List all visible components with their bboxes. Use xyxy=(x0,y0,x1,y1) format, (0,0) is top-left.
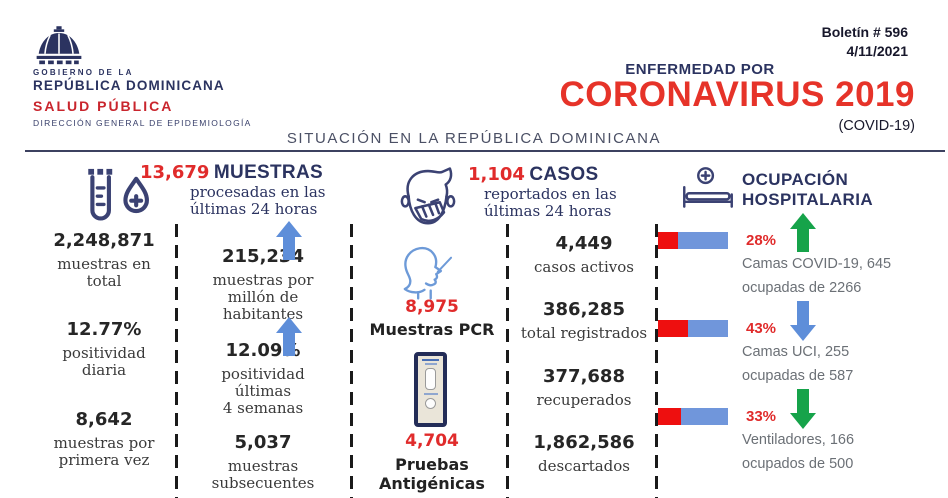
stat-label: positividad últimas 4 semanas xyxy=(221,365,305,417)
casos-24h-value: 1,104 xyxy=(468,164,525,185)
stat-label: muestras en total xyxy=(57,255,151,290)
sample-tube-icon xyxy=(88,168,149,221)
bulletin-number: Boletín # 596 xyxy=(821,24,908,40)
stat-total-registrados: 386,285 total registrados xyxy=(515,299,653,342)
occupancy-percent: 33% xyxy=(746,408,777,425)
stat-positividad-4-semanas: 12.09% positividad últimas 4 semanas xyxy=(187,340,339,417)
separator-2 xyxy=(350,224,353,498)
occupancy-row-camas-covid: 28% Camas COVID-19, 645 ocupadas de 2266 xyxy=(658,213,948,315)
government-line2: REPÚBLICA DOMINICANA xyxy=(33,78,225,93)
stat-value: 215,234 xyxy=(222,246,304,267)
muestras-24h-subtext: procesadas en las últimas 24 horas xyxy=(190,183,326,218)
occupancy-line2: ocupadas de 2266 xyxy=(742,280,862,296)
trend-up-arrow-icon xyxy=(276,221,302,261)
separator-4 xyxy=(655,224,658,498)
disease-subtitle: (COVID-19) xyxy=(838,118,915,134)
stat-label: muestras por millón de habitantes xyxy=(212,271,314,323)
stat-value: 8,642 xyxy=(75,409,133,430)
stat-muestras-primera-vez: 8,642 muestras por primera vez xyxy=(30,409,178,469)
occupancy-bar-used xyxy=(658,320,689,337)
occupancy-percent: 28% xyxy=(746,232,777,249)
occupancy-bar-used xyxy=(658,232,678,249)
stat-label: positividad diaria xyxy=(62,344,146,379)
occupancy-bar-used xyxy=(658,408,682,425)
antigen-test-icon xyxy=(414,352,447,427)
bulletin-date: 4/11/2021 xyxy=(846,43,908,59)
separator-1 xyxy=(175,224,178,498)
stat-label: descartados xyxy=(538,457,630,475)
stat-value: 377,688 xyxy=(543,366,625,387)
stat-value: 12.77% xyxy=(66,319,142,340)
occupancy-percent: 43% xyxy=(746,320,777,337)
stat-value: 4,449 xyxy=(555,233,613,254)
stat-label: total registrados xyxy=(520,324,648,342)
stat-value: 5,037 xyxy=(234,432,292,453)
antigen-label: Pruebas Antigénicas xyxy=(379,455,485,493)
stat-positividad-diaria: 12.77% positividad diaria xyxy=(30,319,178,379)
occupancy-bar xyxy=(658,232,728,249)
disease-pretitle: ENFERMEDAD POR xyxy=(625,61,775,78)
occupancy-line1: Camas UCI, 255 xyxy=(742,344,850,360)
stat-descartados: 1,862,586 descartados xyxy=(515,432,653,475)
ministry-name: SALUD PÚBLICA xyxy=(33,98,174,114)
trend-arrow-icon xyxy=(790,301,816,341)
occupancy-line2: ocupadas de 587 xyxy=(742,368,854,384)
occupancy-bar xyxy=(658,408,728,425)
stat-value: 2,248,871 xyxy=(53,230,155,251)
stat-value: 1,862,586 xyxy=(533,432,635,453)
pcr-value: 8,975 xyxy=(405,297,459,317)
stat-recuperados: 377,688 recuperados xyxy=(515,366,653,409)
hospital-bed-icon xyxy=(683,167,733,208)
stat-muestras-por-millon: 215,234 muestras por millón de habitante… xyxy=(187,246,339,323)
stat-value: 386,285 xyxy=(543,299,625,320)
section-title: SITUACIÓN EN LA REPÚBLICA DOMINICANA xyxy=(286,130,662,147)
hospital-section-title: OCUPACIÓN HOSPITALARIA xyxy=(742,170,874,209)
stat-label: muestras subsecuentes xyxy=(211,457,315,492)
trend-up-arrow-icon xyxy=(276,317,302,357)
stat-label: recuperados xyxy=(536,391,632,409)
stat-value: 12.09% xyxy=(225,340,301,361)
pcr-label: Muestras PCR xyxy=(369,320,495,339)
government-line1: GOBIERNO DE LA xyxy=(33,68,134,77)
stat-muestras-total: 2,248,871 muestras en total xyxy=(30,230,178,290)
stat-label: casos activos xyxy=(534,258,634,276)
trend-arrow-icon xyxy=(790,213,816,253)
masked-face-icon xyxy=(400,167,456,225)
occupancy-row-ventiladores: 33% Ventiladores, 166 ocupados de 500 xyxy=(658,389,948,491)
antigen-value: 4,704 xyxy=(405,431,459,451)
muestras-24h-value: 13,679 xyxy=(140,162,210,183)
department-name: DIRECCIÓN GENERAL DE EPIDEMIOLOGÍA xyxy=(33,118,252,128)
stat-muestras-subsecuentes: 5,037 muestras subsecuentes xyxy=(187,432,339,492)
bulletin-info: Boletín # 596 4/11/2021 xyxy=(822,23,908,61)
pcr-swab-icon xyxy=(403,247,453,300)
occupancy-line2: ocupados de 500 xyxy=(742,456,854,472)
stat-casos-activos: 4,449 casos activos xyxy=(515,233,653,276)
government-dome-icon xyxy=(36,26,82,65)
casos-24h-subtext: reportados en las últimas 24 horas xyxy=(484,185,617,220)
occupancy-line1: Camas COVID-19, 645 xyxy=(742,256,892,272)
occupancy-line1: Ventiladores, 166 xyxy=(742,432,855,448)
header-rule xyxy=(25,150,945,152)
trend-arrow-icon xyxy=(790,389,816,429)
casos-headline: 1,104 CASOS reportados en las últimas 24… xyxy=(468,165,658,220)
muestras-24h-label: MUESTRAS xyxy=(213,162,323,183)
separator-3 xyxy=(506,224,509,498)
disease-title: CORONAVIRUS 2019 xyxy=(559,75,915,114)
stat-label: muestras por primera vez xyxy=(53,434,155,469)
casos-24h-label: CASOS xyxy=(529,164,599,185)
occupancy-bar xyxy=(658,320,728,337)
muestras-headline: 13,679 MUESTRAS procesadas en las última… xyxy=(140,163,330,218)
occupancy-row-camas-uci: 43% Camas UCI, 255 ocupadas de 587 xyxy=(658,301,948,403)
